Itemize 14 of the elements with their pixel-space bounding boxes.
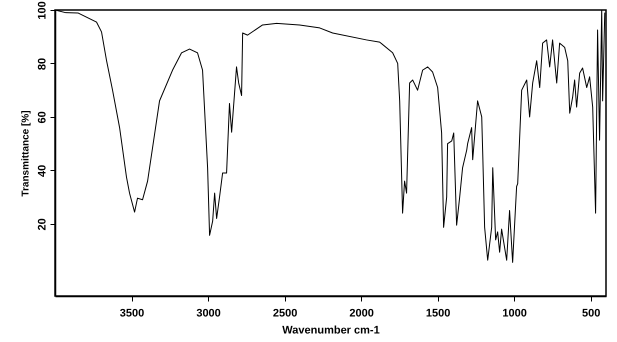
x-tick-label: 500 xyxy=(582,308,600,320)
y-tick-label: 100 xyxy=(36,1,48,20)
x-tick-label: 3500 xyxy=(120,308,144,320)
y-tick-label: 40 xyxy=(36,164,48,177)
y-axis-title: Transmittance [%] xyxy=(20,110,32,197)
x-tick-label: 1500 xyxy=(426,308,450,320)
y-tick-label: 80 xyxy=(36,58,48,70)
x-tick-label: 2000 xyxy=(349,308,374,320)
x-axis-title: Wavenumber cm-1 xyxy=(282,324,380,336)
x-tick-label: 1000 xyxy=(502,308,527,320)
y-tick-label: 20 xyxy=(36,218,48,230)
x-tick-label: 2500 xyxy=(272,308,298,320)
y-tick-label: 60 xyxy=(36,111,48,124)
x-tick-label: 3000 xyxy=(196,308,221,320)
